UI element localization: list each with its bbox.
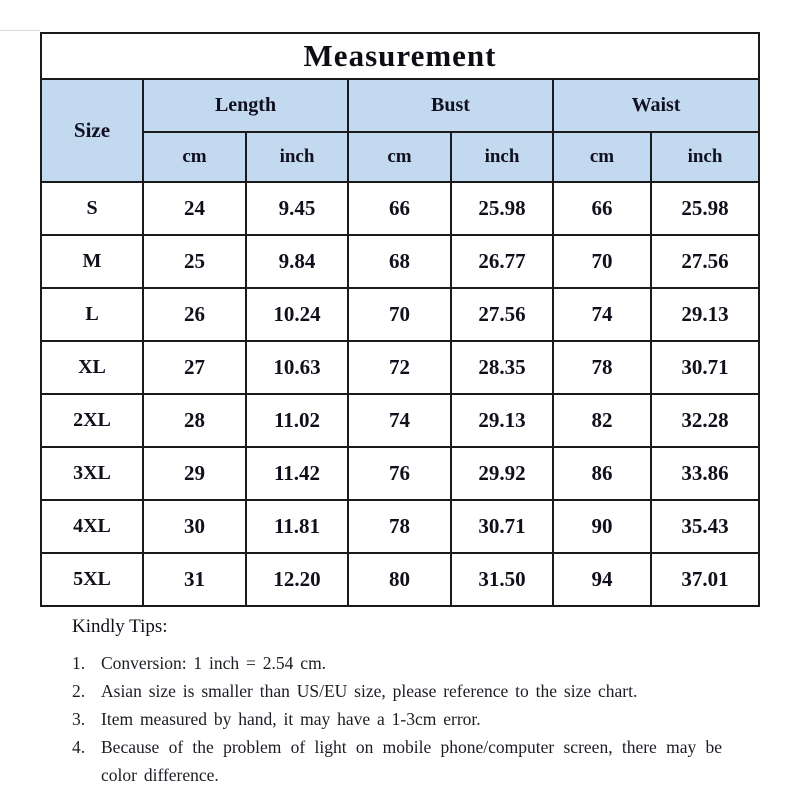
value-cell: 24 <box>142 181 247 236</box>
image-edge-artifact <box>0 30 40 31</box>
value-cell: 66 <box>552 181 652 236</box>
value-cell: 30.71 <box>450 499 554 554</box>
measurement-table: Measurement Size Length Bust Waist cm in… <box>39 32 761 607</box>
size-cell: S <box>40 181 144 236</box>
value-cell: 29.13 <box>450 393 554 448</box>
value-cell: 11.81 <box>245 499 349 554</box>
size-cell: M <box>40 234 144 289</box>
value-cell: 10.63 <box>245 340 349 395</box>
value-cell: 94 <box>552 552 652 607</box>
table-header: Measurement Size Length Bust Waist cm in… <box>39 32 761 183</box>
value-cell: 66 <box>347 181 452 236</box>
value-cell: 78 <box>552 340 652 395</box>
value-cell: 86 <box>552 446 652 501</box>
value-cell: 10.24 <box>245 287 349 342</box>
size-cell: XL <box>40 340 144 395</box>
size-cell: L <box>40 287 144 342</box>
bust-group-header: Bust <box>347 78 554 133</box>
kindly-tips-section: Kindly Tips: 1. Conversion: 1 inch = 2.54… <box>72 614 722 789</box>
value-cell: 74 <box>552 287 652 342</box>
table-row: L 26 10.24 70 27.56 74 29.13 <box>40 287 761 342</box>
bust-inch-header: inch <box>450 131 554 183</box>
tip-number: 1. <box>72 653 86 673</box>
value-cell: 27.56 <box>450 287 554 342</box>
table-row: S 24 9.45 66 25.98 66 25.98 <box>40 181 761 236</box>
value-cell: 29 <box>142 446 247 501</box>
size-column-header: Size <box>40 78 144 183</box>
bust-cm-header: cm <box>347 131 452 183</box>
value-cell: 26 <box>142 287 247 342</box>
tip-text: Conversion: 1 inch = 2.54 cm. <box>101 653 327 673</box>
table-body: S 24 9.45 66 25.98 66 25.98 M 25 9.84 68 26.77 70 27.… <box>40 181 761 607</box>
value-cell: 76 <box>347 446 452 501</box>
value-cell: 32.28 <box>649 393 761 448</box>
value-cell: 74 <box>347 393 452 448</box>
size-cell: 4XL <box>40 499 144 554</box>
table-row: M 25 9.84 68 26.77 70 27.56 <box>40 234 761 289</box>
value-cell: 28 <box>142 393 247 448</box>
tip-number: 4. <box>72 737 86 757</box>
value-cell: 35.43 <box>649 499 761 554</box>
tip-item: 2. Asian size is smaller than US/EU size,… <box>72 677 722 705</box>
value-cell: 82 <box>552 393 652 448</box>
value-cell: 27.56 <box>649 234 761 289</box>
value-cell: 27 <box>142 340 247 395</box>
tip-text: Asian size is smaller than US/EU size, p… <box>101 681 638 701</box>
table-row: XL 27 10.63 72 28.35 78 30.71 <box>40 340 761 395</box>
tip-number: 3. <box>72 709 86 729</box>
value-cell: 9.84 <box>245 234 349 289</box>
value-cell: 25.98 <box>450 181 554 236</box>
length-inch-header: inch <box>245 131 349 183</box>
waist-group-header: Waist <box>551 78 761 133</box>
table-row: 4XL 30 11.81 78 30.71 90 35.43 <box>40 499 761 554</box>
value-cell: 68 <box>347 234 452 289</box>
value-cell: 12.20 <box>245 552 349 607</box>
tip-text: Because of the problem of light on mobil… <box>101 737 722 785</box>
table-row: 5XL 31 12.20 80 31.50 94 37.01 <box>40 552 761 607</box>
tip-text: Item measured by hand, it may have a 1-3… <box>101 709 481 729</box>
title-row: Measurement <box>39 32 761 80</box>
value-cell: 30.71 <box>649 340 761 395</box>
unit-header-row: cm inch cm inch cm inch <box>41 131 761 183</box>
tips-heading: Kindly Tips: <box>72 616 168 637</box>
value-cell: 80 <box>347 552 452 607</box>
size-cell: 2XL <box>40 393 144 448</box>
waist-inch-header: inch <box>649 131 761 183</box>
value-cell: 72 <box>347 340 452 395</box>
value-cell: 33.86 <box>649 446 761 501</box>
group-header-row: Size Length Bust Waist <box>40 78 761 183</box>
value-cell: 70 <box>347 287 452 342</box>
tip-item: 1. Conversion: 1 inch = 2.54 cm. <box>72 649 722 677</box>
table-title: Measurement <box>39 32 761 80</box>
value-cell: 29.92 <box>450 446 554 501</box>
tip-item: 4. Because of the problem of light on mob… <box>72 733 722 789</box>
value-cell: 30 <box>142 499 247 554</box>
waist-cm-header: cm <box>552 131 652 183</box>
value-cell: 9.45 <box>245 181 349 236</box>
value-cell: 25.98 <box>649 181 761 236</box>
value-cell: 90 <box>552 499 652 554</box>
length-cm-header: cm <box>142 131 247 183</box>
value-cell: 25 <box>142 234 247 289</box>
tip-number: 2. <box>72 681 86 701</box>
value-cell: 11.42 <box>245 446 349 501</box>
size-cell: 5XL <box>40 552 144 607</box>
value-cell: 37.01 <box>649 552 761 607</box>
value-cell: 26.77 <box>450 234 554 289</box>
value-cell: 31.50 <box>450 552 554 607</box>
value-cell: 78 <box>347 499 452 554</box>
size-cell: 3XL <box>40 446 144 501</box>
value-cell: 31 <box>142 552 247 607</box>
table-row: 3XL 29 11.42 76 29.92 86 33.86 <box>40 446 761 501</box>
table-row: 2XL 28 11.02 74 29.13 82 32.28 <box>40 393 761 448</box>
value-cell: 29.13 <box>649 287 761 342</box>
length-group-header: Length <box>142 78 349 133</box>
value-cell: 28.35 <box>450 340 554 395</box>
value-cell: 70 <box>552 234 652 289</box>
tip-item: 3. Item measured by hand, it may have a 1… <box>72 705 722 733</box>
tips-list: 1. Conversion: 1 inch = 2.54 cm. 2. Asian s… <box>72 649 722 789</box>
value-cell: 11.02 <box>245 393 349 448</box>
